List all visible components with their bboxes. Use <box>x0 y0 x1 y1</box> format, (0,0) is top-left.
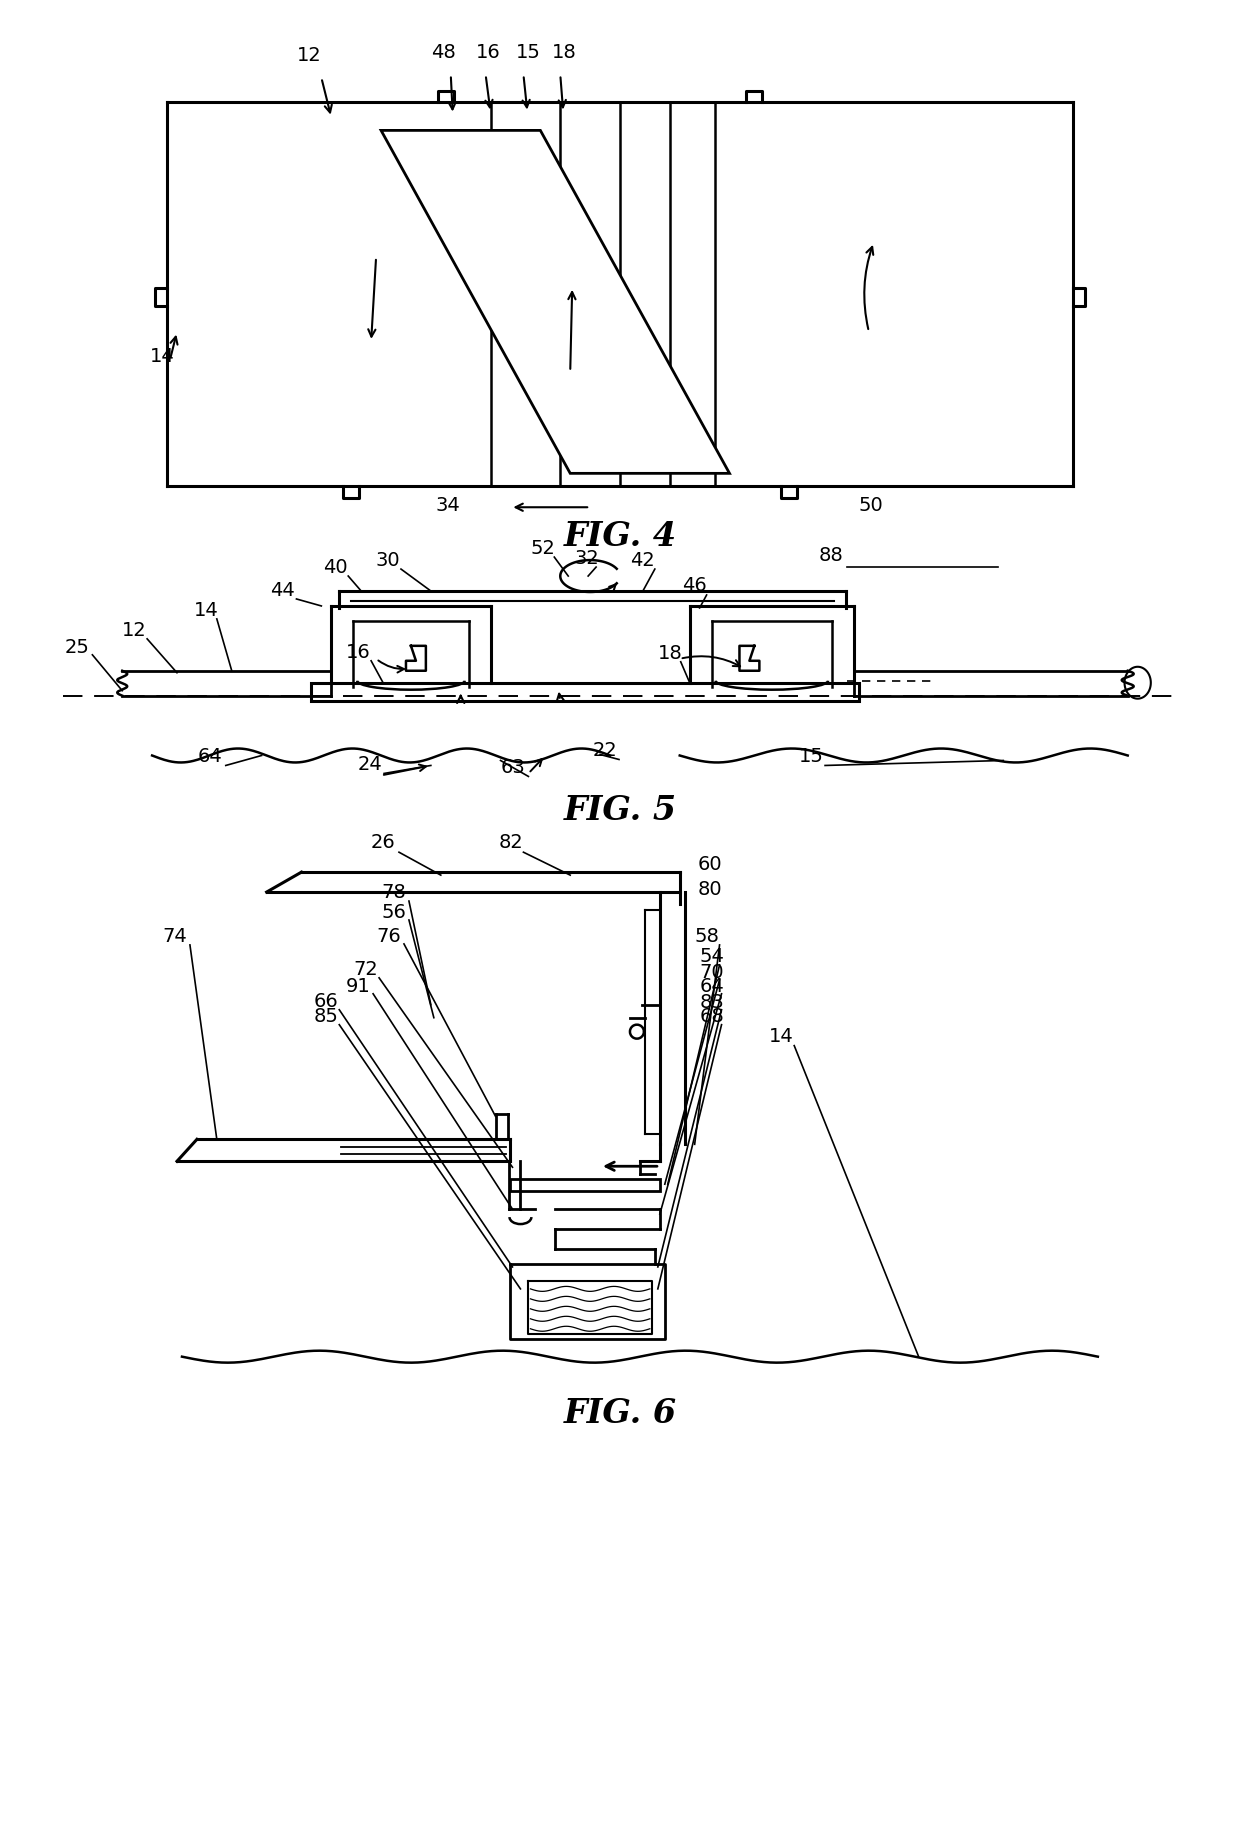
Text: 34: 34 <box>435 496 460 516</box>
Polygon shape <box>381 130 729 474</box>
Text: 63: 63 <box>501 758 526 777</box>
Text: 50: 50 <box>859 496 884 516</box>
Text: 15: 15 <box>516 42 541 62</box>
Text: 18: 18 <box>552 42 577 62</box>
Text: 14: 14 <box>193 600 218 621</box>
Text: 32: 32 <box>574 549 599 567</box>
Text: 52: 52 <box>531 540 556 558</box>
Text: 42: 42 <box>630 551 655 569</box>
Text: FIG. 6: FIG. 6 <box>563 1397 677 1430</box>
Text: 56: 56 <box>381 903 405 922</box>
Text: 66: 66 <box>314 991 339 1012</box>
Text: 26: 26 <box>371 834 396 852</box>
Text: 16: 16 <box>346 643 371 661</box>
Text: 68: 68 <box>699 1006 724 1026</box>
Text: 78: 78 <box>381 883 405 901</box>
Text: 91: 91 <box>346 977 371 995</box>
Text: 54: 54 <box>699 947 724 966</box>
Text: 88: 88 <box>820 545 844 565</box>
Text: 12: 12 <box>123 621 148 641</box>
Text: 12: 12 <box>296 46 321 64</box>
Text: 83: 83 <box>699 993 724 1012</box>
Text: 24: 24 <box>357 755 382 775</box>
Text: 70: 70 <box>699 962 724 982</box>
Text: 64: 64 <box>198 747 223 766</box>
Text: 30: 30 <box>376 551 399 569</box>
Text: 82: 82 <box>498 834 523 852</box>
Bar <box>311 683 859 701</box>
Text: FIG. 4: FIG. 4 <box>563 520 677 553</box>
Polygon shape <box>511 1179 660 1192</box>
Text: FIG. 5: FIG. 5 <box>563 795 677 828</box>
Text: 40: 40 <box>324 558 348 577</box>
Text: 74: 74 <box>162 927 187 946</box>
Text: 72: 72 <box>353 960 378 979</box>
Text: 22: 22 <box>593 742 616 760</box>
Text: 16: 16 <box>476 42 501 62</box>
Polygon shape <box>1125 666 1151 700</box>
Text: 18: 18 <box>658 644 682 663</box>
Text: 58: 58 <box>694 927 719 946</box>
Text: 48: 48 <box>430 42 455 62</box>
Text: 85: 85 <box>314 1006 339 1026</box>
Text: 44: 44 <box>269 580 294 600</box>
Text: 76: 76 <box>376 927 401 946</box>
Text: 80: 80 <box>698 879 722 900</box>
Text: 14: 14 <box>150 347 175 365</box>
Text: 14: 14 <box>769 1026 794 1047</box>
Text: 64: 64 <box>699 977 724 995</box>
Text: 46: 46 <box>682 577 707 595</box>
Text: 25: 25 <box>64 637 89 657</box>
Text: 15: 15 <box>800 747 825 766</box>
Text: 60: 60 <box>698 856 722 874</box>
